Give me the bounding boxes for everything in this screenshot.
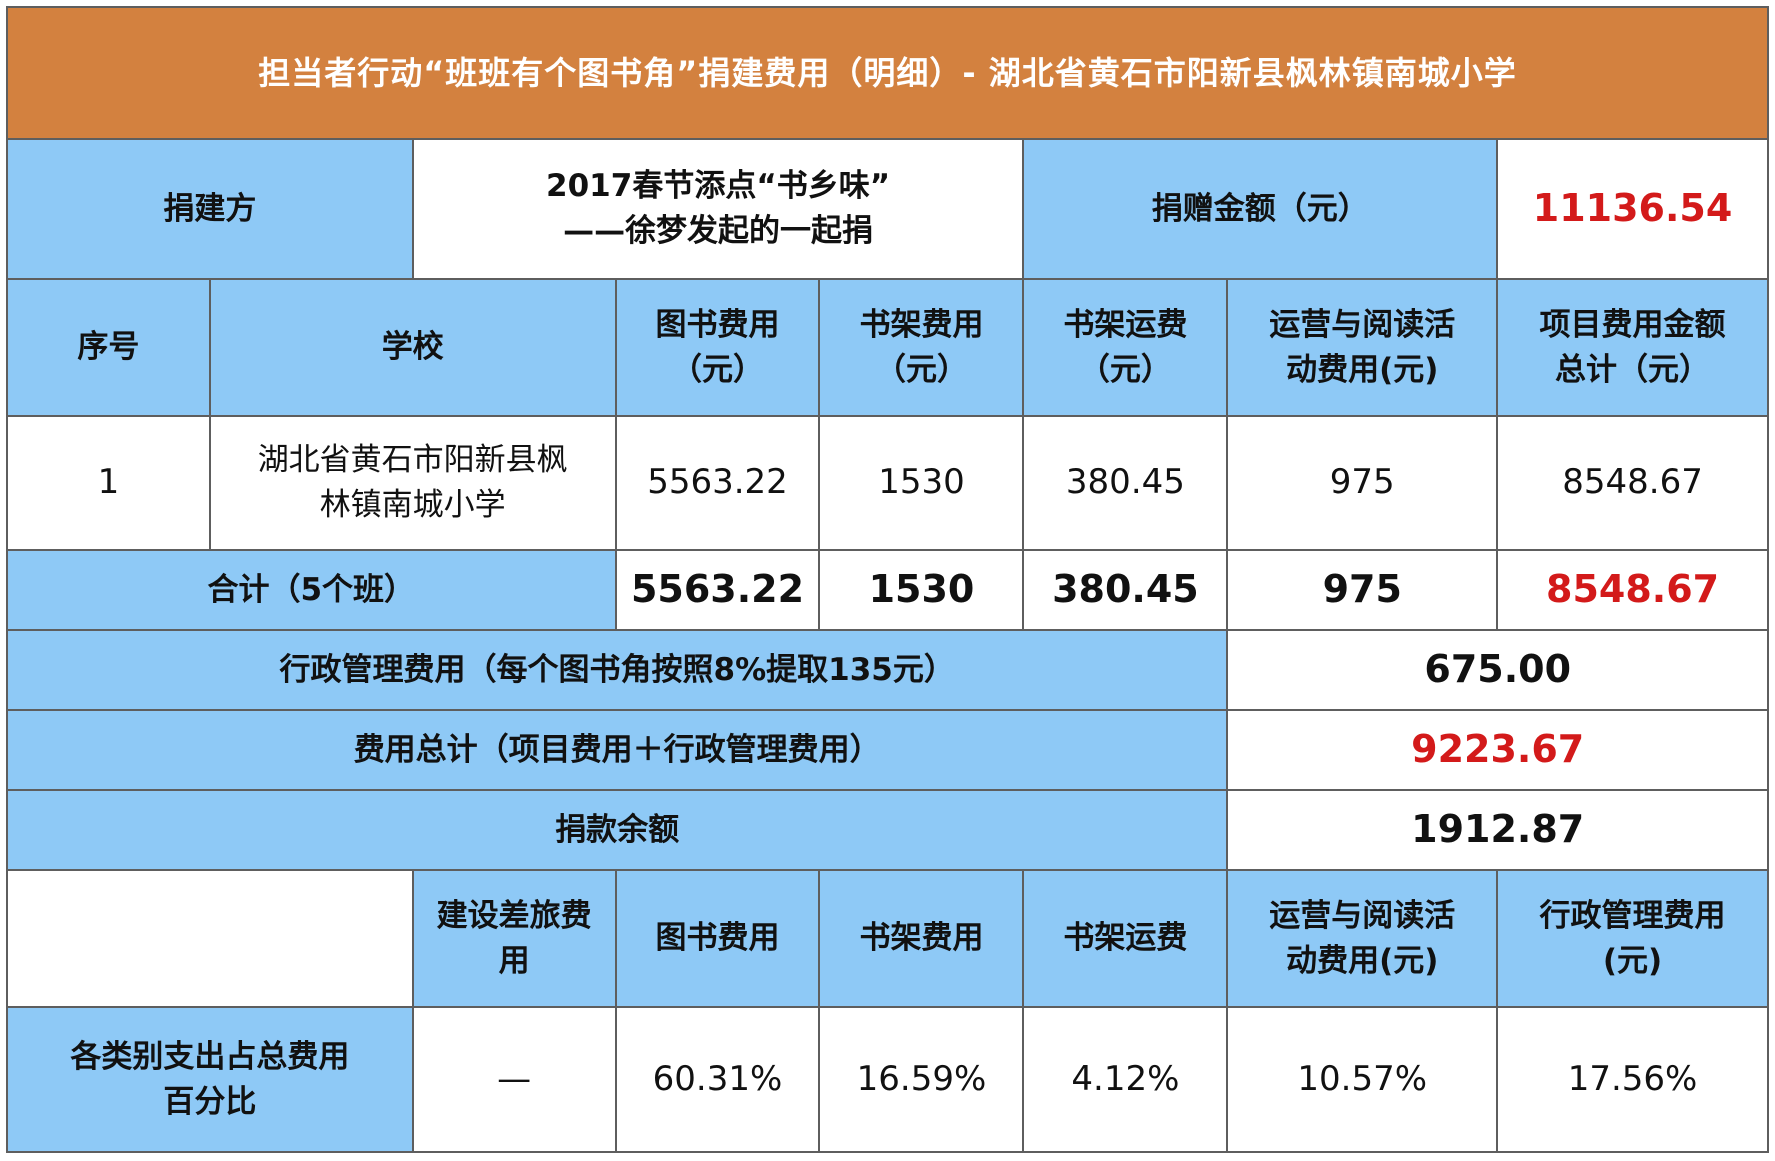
subtotal-operations: 975 bbox=[1226, 549, 1499, 631]
pct-books: 60.31% bbox=[614, 1006, 821, 1153]
column-header-row: 序号 学校 图书费用 （元） 书架费用 （元） 书架运费 （元） 运营与阅读活 … bbox=[6, 278, 1769, 417]
pct-shelf: 16.59% bbox=[818, 1006, 1025, 1153]
grand-total-label: 费用总计（项目费用＋行政管理费用） bbox=[5, 709, 1229, 791]
pct-col-shelf-freight: 书架运费 bbox=[1022, 869, 1229, 1008]
admin-fee-value: 675.00 bbox=[1226, 629, 1769, 711]
row-shelf-freight: 380.45 bbox=[1022, 415, 1229, 551]
pct-admin: 17.56% bbox=[1496, 1006, 1769, 1153]
pct-travel: — bbox=[411, 1006, 617, 1153]
pct-shelf-freight: 4.12% bbox=[1022, 1006, 1229, 1153]
title-row: 担当者行动“班班有个图书角”捐建费用（明细）- 湖北省黄石市阳新县枫林镇南城小学 bbox=[6, 6, 1769, 140]
pct-operations: 10.57% bbox=[1226, 1006, 1499, 1153]
balance-value: 1912.87 bbox=[1226, 789, 1769, 871]
pct-col-admin: 行政管理费用 (元) bbox=[1496, 869, 1769, 1008]
row-operations: 975 bbox=[1226, 415, 1499, 551]
col-project-total: 项目费用金额 总计（元） bbox=[1496, 278, 1769, 417]
pct-header-blank bbox=[6, 869, 414, 1008]
balance-row: 捐款余额 1912.87 bbox=[5, 789, 1769, 871]
pct-col-operations: 运营与阅读活 动费用(元) bbox=[1226, 869, 1499, 1008]
col-shelf-freight: 书架运费 （元） bbox=[1022, 278, 1229, 417]
page-title: 担当者行动“班班有个图书角”捐建费用（明细）- 湖北省黄石市阳新县枫林镇南城小学 bbox=[6, 6, 1769, 140]
col-books: 图书费用 （元） bbox=[614, 278, 821, 417]
row-books: 5563.22 bbox=[614, 415, 821, 551]
subtotal-books: 5563.22 bbox=[614, 549, 821, 631]
table-row: 1 湖北省黄石市阳新县枫 林镇南城小学 5563.22 1530 380.45 … bbox=[6, 415, 1769, 551]
expense-table: 担当者行动“班班有个图书角”捐建费用（明细）- 湖北省黄石市阳新县枫林镇南城小学… bbox=[5, 6, 1769, 1153]
balance-label: 捐款余额 bbox=[5, 789, 1229, 871]
grand-total-value: 9223.67 bbox=[1226, 709, 1769, 791]
pct-col-shelf: 书架费用 bbox=[818, 869, 1025, 1008]
subtotal-project-total: 8548.67 bbox=[1496, 549, 1769, 631]
row-shelf: 1530 bbox=[818, 415, 1025, 551]
admin-fee-label: 行政管理费用（每个图书角按照8%提取135元） bbox=[5, 629, 1229, 711]
pct-label: 各类别支出占总费用 百分比 bbox=[6, 1006, 414, 1153]
pct-row: 各类别支出占总费用 百分比 — 60.31% 16.59% 4.12% 10.5… bbox=[6, 1006, 1769, 1153]
donor-row: 捐建方 2017春节添点“书乡味” ——徐梦发起的一起捐 捐赠金额（元） 111… bbox=[6, 138, 1769, 280]
donation-amount-label: 捐赠金额（元） bbox=[1022, 138, 1499, 280]
row-project-total: 8548.67 bbox=[1496, 415, 1769, 551]
col-shelf: 书架费用 （元） bbox=[818, 278, 1025, 417]
subtotal-shelf-freight: 380.45 bbox=[1022, 549, 1229, 631]
pct-header-row: 建设差旅费 用 图书费用 书架费用 书架运费 运营与阅读活 动费用(元) 行政管… bbox=[6, 869, 1769, 1008]
subtotal-shelf: 1530 bbox=[818, 549, 1025, 631]
donor-label: 捐建方 bbox=[6, 138, 414, 280]
subtotal-label: 合计（5个班） bbox=[6, 549, 617, 631]
pct-col-books: 图书费用 bbox=[614, 869, 821, 1008]
col-seq: 序号 bbox=[6, 278, 211, 417]
subtotal-row: 合计（5个班） 5563.22 1530 380.45 975 8548.67 bbox=[6, 549, 1769, 631]
expense-sheet: 担当者行动“班班有个图书角”捐建费用（明细）- 湖北省黄石市阳新县枫林镇南城小学… bbox=[5, 6, 1769, 1155]
pct-col-travel: 建设差旅费 用 bbox=[411, 869, 617, 1008]
donor-value: 2017春节添点“书乡味” ——徐梦发起的一起捐 bbox=[411, 138, 1025, 280]
donation-amount-value: 11136.54 bbox=[1496, 138, 1769, 280]
row-seq: 1 bbox=[6, 415, 211, 551]
row-school: 湖北省黄石市阳新县枫 林镇南城小学 bbox=[208, 415, 617, 551]
col-school: 学校 bbox=[208, 278, 617, 417]
grand-total-row: 费用总计（项目费用＋行政管理费用） 9223.67 bbox=[5, 709, 1769, 791]
admin-fee-row: 行政管理费用（每个图书角按照8%提取135元） 675.00 bbox=[5, 629, 1769, 711]
col-operations: 运营与阅读活 动费用(元) bbox=[1226, 278, 1499, 417]
